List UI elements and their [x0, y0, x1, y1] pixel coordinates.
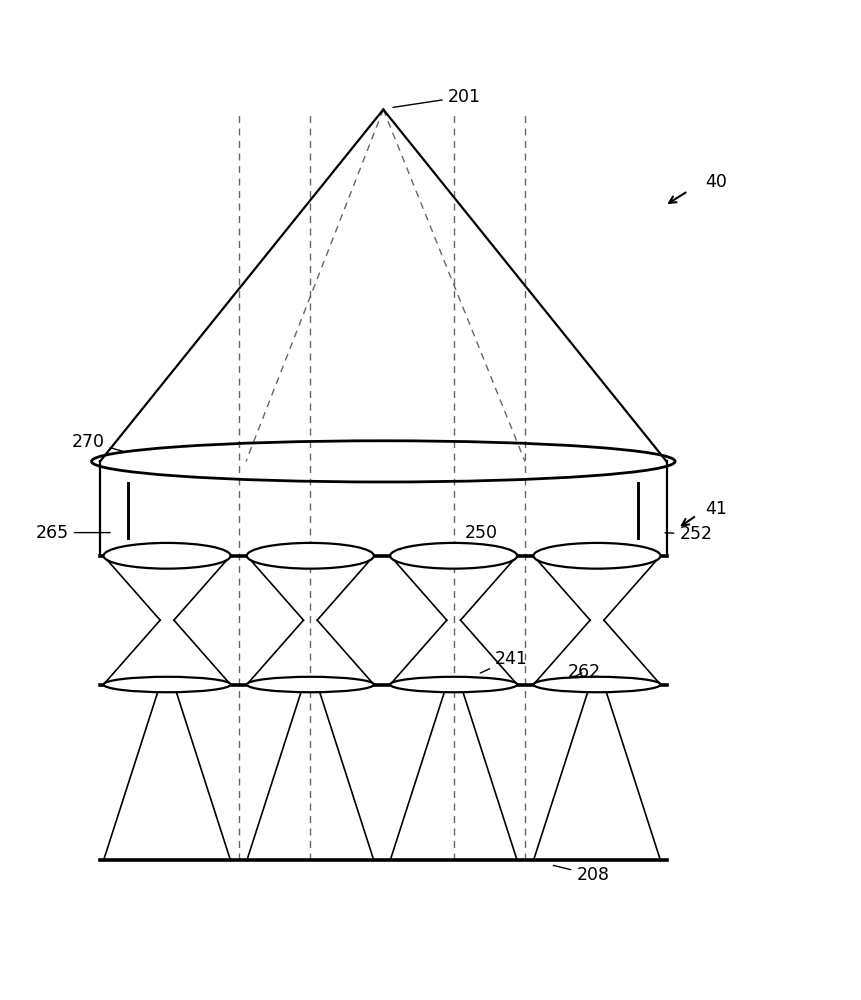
Text: 41: 41 [705, 500, 727, 518]
Ellipse shape [103, 677, 231, 692]
Ellipse shape [534, 543, 660, 569]
Ellipse shape [390, 677, 517, 692]
Ellipse shape [390, 543, 517, 569]
Ellipse shape [247, 677, 374, 692]
Text: 250: 250 [456, 524, 498, 544]
Text: 201: 201 [393, 88, 480, 107]
Ellipse shape [103, 543, 231, 569]
Text: 241: 241 [480, 650, 528, 673]
Ellipse shape [534, 677, 660, 692]
Text: 208: 208 [554, 865, 610, 884]
Text: 262: 262 [567, 663, 601, 681]
Ellipse shape [247, 543, 374, 569]
Text: 270: 270 [71, 433, 126, 452]
Text: 265: 265 [35, 524, 110, 542]
Text: 40: 40 [705, 173, 727, 191]
Text: 252: 252 [665, 525, 712, 543]
